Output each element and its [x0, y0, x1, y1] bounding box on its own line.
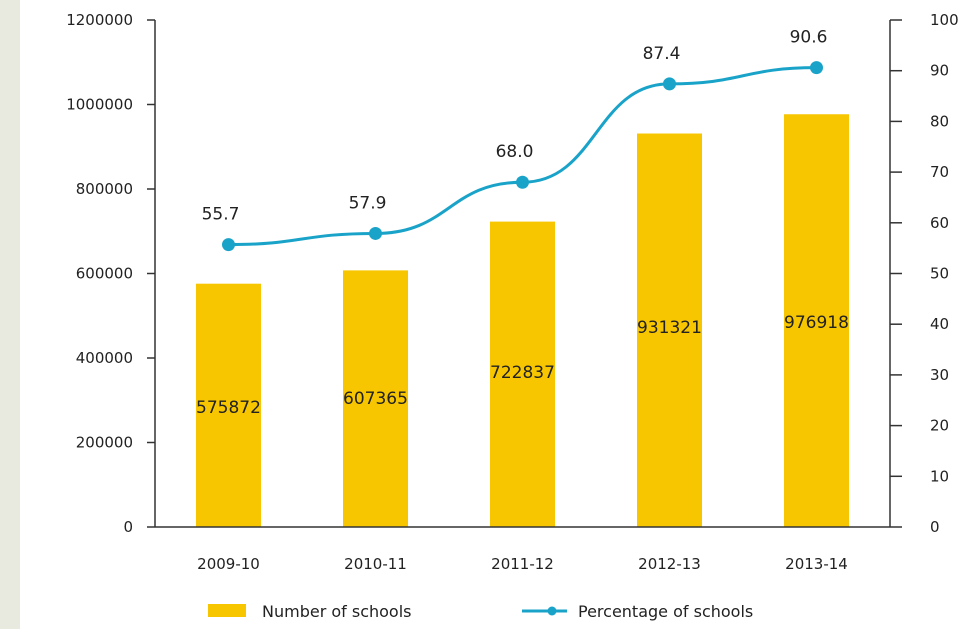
x-tick-label: 2009-10 — [197, 555, 260, 573]
bar — [637, 133, 702, 527]
line-value-label: 57.9 — [349, 193, 387, 213]
line-point — [810, 61, 823, 75]
left-tick-label: 400000 — [76, 349, 133, 367]
x-tick-label: 2011-12 — [491, 555, 554, 573]
right-tick-label: 40 — [930, 315, 949, 333]
x-tick-label: 2010-11 — [344, 555, 407, 573]
right-tick-label: 90 — [930, 62, 949, 80]
bar — [784, 114, 849, 528]
left-y-axis: 0 200000 400000 600000 800000 1000000 1200000 — [66, 11, 156, 536]
line-value-label: 55.7 — [202, 205, 240, 225]
x-axis: 2009-10 2010-11 2011-12 2012-13 2013-14 — [155, 526, 890, 573]
bar — [490, 221, 555, 527]
left-tick-label: 0 — [123, 518, 133, 536]
bar-series: 575872 607365 722837 931321 976918 — [196, 114, 849, 528]
left-tick-label: 1200000 — [66, 11, 133, 29]
right-y-axis: 0 10 20 30 40 50 60 70 80 90 100 — [889, 11, 959, 536]
left-tick-label: 800000 — [76, 180, 133, 198]
line-series: 55.7 57.9 68.0 87.4 90.6 — [202, 28, 828, 252]
line-point — [369, 226, 382, 240]
right-tick-label: 30 — [930, 366, 949, 384]
bar-value-label: 931321 — [637, 318, 702, 338]
line-point — [663, 77, 676, 91]
left-tick-label: 600000 — [76, 265, 133, 283]
right-tick-label: 100 — [930, 11, 959, 29]
bar-value-label: 722837 — [490, 363, 555, 383]
line-point — [222, 238, 235, 252]
bar — [343, 270, 408, 527]
line-value-label: 90.6 — [790, 28, 828, 48]
bar-value-label: 575872 — [196, 398, 261, 418]
left-tick-label: 1000000 — [66, 96, 133, 114]
bar-value-label: 607365 — [343, 389, 408, 409]
x-tick-label: 2013-14 — [785, 555, 848, 573]
right-tick-label: 0 — [930, 518, 940, 536]
right-tick-label: 60 — [930, 214, 949, 232]
right-tick-label: 20 — [930, 417, 949, 435]
right-tick-label: 70 — [930, 163, 949, 181]
legend-line-label: Percentage of schools — [578, 602, 753, 621]
legend-line-marker — [547, 606, 557, 616]
legend: Number of schools Percentage of schools — [208, 602, 753, 621]
line-point — [516, 175, 529, 189]
right-tick-label: 10 — [930, 467, 949, 485]
left-tick-label: 200000 — [76, 434, 133, 452]
bar — [196, 283, 261, 527]
right-tick-label: 80 — [930, 112, 949, 130]
x-tick-label: 2012-13 — [638, 555, 701, 573]
line-value-label: 68.0 — [496, 142, 534, 162]
right-tick-label: 50 — [930, 265, 949, 283]
bar-value-label: 976918 — [784, 313, 849, 333]
line-value-label: 87.4 — [643, 44, 681, 64]
legend-bar-label: Number of schools — [262, 602, 412, 621]
legend-bar-swatch — [208, 604, 246, 617]
left-margin-strip — [0, 0, 20, 629]
